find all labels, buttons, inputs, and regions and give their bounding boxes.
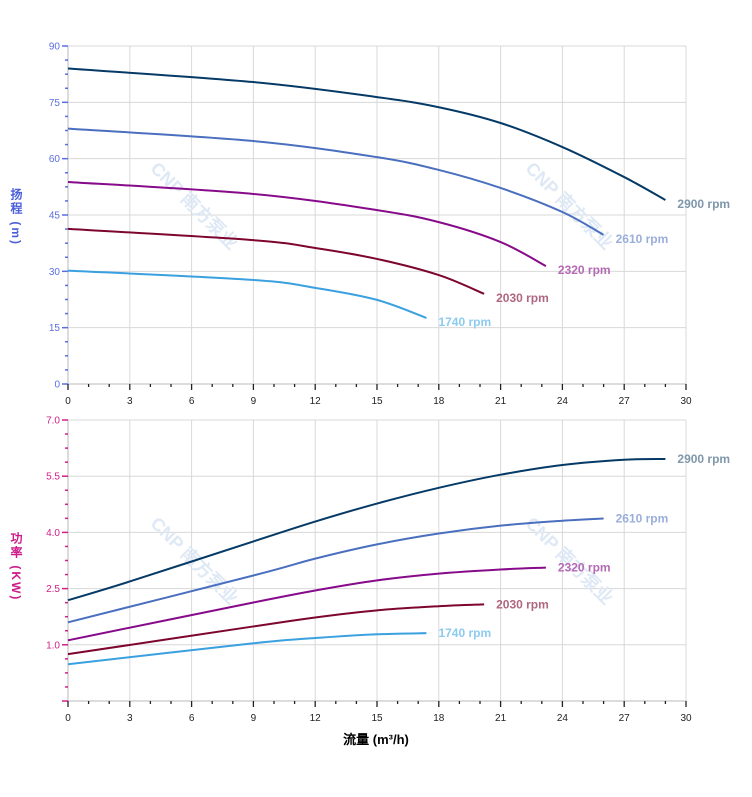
y-tick-label: 5.5 xyxy=(46,472,60,483)
y-tick-label: 60 xyxy=(49,154,61,165)
x-tick-label: 21 xyxy=(495,396,507,407)
series-label: 2610 rpm xyxy=(616,512,669,526)
x-tick-label: 15 xyxy=(371,396,383,407)
series-line-2320-rpm xyxy=(67,180,547,267)
series-line-2900-rpm xyxy=(67,67,666,201)
series-label: 2030 rpm xyxy=(496,597,549,611)
watermark-logo: CNP 南方泵业 xyxy=(522,157,618,253)
series-label: 2610 rpm xyxy=(616,232,669,246)
x-tick-label: 6 xyxy=(189,713,195,724)
head-axis-label: 扬程 (m) xyxy=(9,188,23,246)
series-line-1740-rpm xyxy=(67,632,427,666)
y-tick-label: 15 xyxy=(49,323,61,334)
series-label: 2320 rpm xyxy=(558,561,611,575)
power-axis-label: 功率 (KW) xyxy=(9,532,23,602)
series-line-2030-rpm xyxy=(67,227,485,295)
series-line-1740-rpm xyxy=(67,269,427,319)
series-line-2900-rpm xyxy=(67,457,666,602)
series-label: 2900 rpm xyxy=(677,197,730,211)
y-tick-label: 7.0 xyxy=(46,416,60,427)
x-tick-label: 21 xyxy=(495,713,507,724)
x-tick-label: 18 xyxy=(433,396,445,407)
x-tick-label: 24 xyxy=(557,396,569,407)
x-tick-label: 3 xyxy=(127,713,133,724)
y-tick-label: 0 xyxy=(54,380,60,391)
series-label: 2320 rpm xyxy=(558,263,611,277)
series-line-2610-rpm xyxy=(67,517,604,624)
y-tick-label: 1.0 xyxy=(46,640,60,651)
y-tick-label: 30 xyxy=(49,267,61,278)
series-label: 2900 rpm xyxy=(677,452,730,466)
x-tick-label: 27 xyxy=(619,713,631,724)
x-tick-label: 15 xyxy=(371,713,383,724)
x-tick-label: 24 xyxy=(557,713,569,724)
x-tick-label: 6 xyxy=(189,396,195,407)
y-tick-label: 45 xyxy=(49,211,61,222)
x-tick-label: 9 xyxy=(251,713,257,724)
x-tick-label: 27 xyxy=(619,396,631,407)
x-tick-label: 18 xyxy=(433,713,445,724)
series-label: 1740 rpm xyxy=(438,626,491,640)
series-line-2030-rpm xyxy=(67,603,485,656)
y-tick-label: 75 xyxy=(49,98,61,109)
y-tick-label: 90 xyxy=(49,42,61,53)
series-label: 2030 rpm xyxy=(496,291,549,305)
x-tick-label: 12 xyxy=(310,396,322,407)
x-tick-label: 9 xyxy=(251,396,257,407)
y-tick-label: 2.5 xyxy=(46,584,60,595)
x-tick-label: 30 xyxy=(680,396,692,407)
x-tick-label: 12 xyxy=(310,713,322,724)
series-line-2320-rpm xyxy=(67,566,546,642)
y-tick-label: 4.0 xyxy=(46,528,60,539)
x-tick-label: 3 xyxy=(127,396,133,407)
x-tick-label: 0 xyxy=(65,713,71,724)
x-tick-label: 30 xyxy=(680,713,692,724)
series-line-2610-rpm xyxy=(67,127,605,236)
x-tick-label: 0 xyxy=(65,396,71,407)
flow-axis-label: 流量 (m³/h) xyxy=(343,732,409,747)
series-label: 1740 rpm xyxy=(438,315,491,329)
